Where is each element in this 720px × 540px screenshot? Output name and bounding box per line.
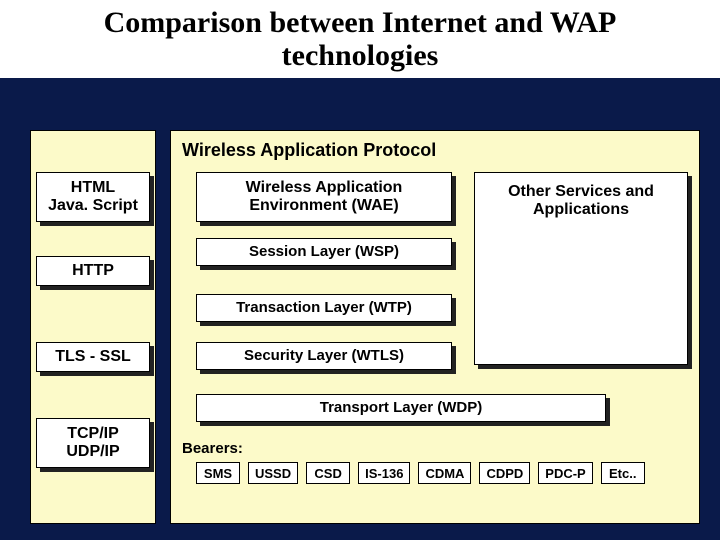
- box-http: HTTP: [36, 256, 150, 286]
- page-title: Comparison between Internet and WAP tech…: [0, 0, 720, 78]
- wap-header-text: Wireless Application Protocol: [182, 140, 436, 160]
- box-wsp: Session Layer (WSP): [196, 238, 452, 266]
- box-other: Other Services andApplications: [474, 172, 688, 365]
- box-wdp-label: Transport Layer (WDP): [320, 399, 483, 416]
- box-tls: TLS - SSL: [36, 342, 150, 372]
- box-other-label: Other Services andApplications: [508, 183, 654, 220]
- box-tcpip: TCP/IPUDP/IP: [36, 418, 150, 468]
- box-tls-label: TLS - SSL: [55, 348, 131, 366]
- box-wsp-label: Session Layer (WSP): [249, 243, 399, 260]
- box-wae-label: Wireless ApplicationEnvironment (WAE): [246, 179, 403, 216]
- bearer-is136: IS-136: [358, 462, 410, 484]
- box-wtls: Security Layer (WTLS): [196, 342, 452, 370]
- bearer-etc: Etc..: [601, 462, 645, 484]
- box-wtls-label: Security Layer (WTLS): [244, 347, 404, 364]
- bearer-cdpd: CDPD: [479, 462, 530, 484]
- diagram-canvas: Wireless Application Protocol HTMLJava. …: [0, 78, 720, 538]
- title-text: Comparison between Internet and WAP tech…: [104, 6, 617, 72]
- box-wdp: Transport Layer (WDP): [196, 394, 606, 422]
- bearer-ussd: USSD: [248, 462, 298, 484]
- wap-header-label: Wireless Application Protocol: [182, 140, 436, 161]
- box-tcpip-label: TCP/IPUDP/IP: [66, 425, 119, 462]
- box-wae: Wireless ApplicationEnvironment (WAE): [196, 172, 452, 222]
- bearer-sms: SMS: [196, 462, 240, 484]
- box-http-label: HTTP: [72, 262, 114, 280]
- bearer-row: SMS USSD CSD IS-136 CDMA CDPD PDC-P Etc..: [196, 462, 645, 484]
- bearer-csd: CSD: [306, 462, 350, 484]
- bearer-pdcp: PDC-P: [538, 462, 592, 484]
- bearers-label-text: Bearers:: [182, 440, 243, 457]
- bearers-label: Bearers:: [182, 440, 243, 457]
- box-wtp: Transaction Layer (WTP): [196, 294, 452, 322]
- box-html: HTMLJava. Script: [36, 172, 150, 222]
- bearer-cdma: CDMA: [418, 462, 471, 484]
- box-html-label: HTMLJava. Script: [48, 179, 138, 216]
- box-wtp-label: Transaction Layer (WTP): [236, 299, 412, 316]
